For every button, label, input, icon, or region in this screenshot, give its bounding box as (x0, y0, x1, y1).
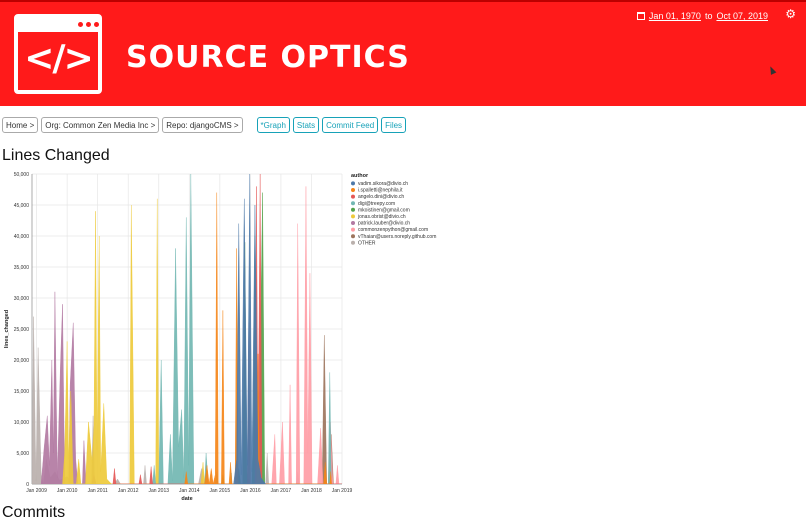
section-title-lines-changed: Lines Changed (2, 147, 110, 164)
legend-swatch (351, 227, 355, 232)
legend-entry: patrick.lauber@divio.ch (358, 221, 410, 227)
date-range: Jan 01, 1970 to Oct 07, 2019 (636, 11, 768, 21)
legend-swatch (351, 201, 355, 206)
logo-dot-icon (94, 22, 99, 27)
y-tick-label: 5,000 (16, 451, 29, 457)
series-group (32, 174, 342, 484)
legend-swatch (351, 181, 355, 186)
x-tick-label: Jan 2018 (301, 488, 322, 494)
logo-code-glyph: </> (24, 38, 93, 79)
app-header: </> Source Optics Jan 01, 1970 to Oct 07… (0, 0, 806, 106)
legend-entry: OTHER (358, 240, 376, 246)
y-tick-label: 0 (26, 482, 29, 488)
logo-dot-icon (86, 22, 91, 27)
y-tick-label: 35,000 (14, 265, 30, 271)
y-tick-label: 20,000 (14, 358, 30, 364)
tab-files[interactable]: Files (381, 117, 407, 133)
x-tick-label: Jan 2014 (179, 488, 200, 494)
legend-swatch (351, 240, 355, 245)
y-tick-label: 10,000 (14, 420, 30, 426)
legend-swatch (351, 214, 355, 219)
legend-swatch (351, 188, 355, 192)
calendar-icon[interactable] (636, 12, 645, 20)
breadcrumb-org-button[interactable]: Org: Common Zen Media Inc > (41, 117, 160, 133)
x-tick-label: Jan 2019 (332, 488, 353, 494)
x-tick-label: Jan 2011 (88, 488, 108, 494)
area-series (184, 192, 332, 484)
x-tick-label: Jan 2010 (57, 488, 78, 494)
date-to-label: to (704, 11, 713, 21)
legend-entry: jonas.obrist@divio.ch (357, 214, 406, 220)
x-tick-label: Jan 2013 (148, 488, 169, 494)
legend-entry: commonzenpython@gmail.com (358, 227, 428, 233)
breadcrumb-home-button[interactable]: Home > (2, 117, 39, 133)
area-series (271, 186, 340, 484)
logo-dot-icon (78, 22, 83, 27)
tab-graph[interactable]: *Graph (256, 117, 290, 133)
brand-title[interactable]: Source Optics (126, 40, 410, 75)
legend-title: author (351, 173, 369, 179)
y-tick-label: 45,000 (14, 203, 30, 209)
area-series (40, 291, 97, 484)
breadcrumb: Home > Org: Common Zen Media Inc > Repo:… (2, 117, 407, 133)
legend-swatch (351, 234, 355, 239)
legend-swatch (351, 207, 355, 212)
y-tick-label: 50,000 (14, 172, 30, 178)
legend-entry: angelo.dini@divio.ch (358, 194, 404, 200)
x-tick-label: Jan 2012 (118, 488, 139, 494)
legend-entry: i.spalletti@nephila.it (358, 188, 403, 194)
y-tick-label: 40,000 (14, 234, 30, 240)
area-series (321, 335, 334, 484)
legend-swatch (351, 194, 355, 199)
legend-entry: mkoistinen@gmail.com (358, 207, 410, 213)
legend-entry: vadim.sikora@divio.ch (358, 181, 408, 187)
legend-entry: vThaian@users.noreply.github.com (358, 234, 436, 240)
y-tick-label: 25,000 (14, 327, 30, 333)
x-tick-label: Jan 2009 (26, 488, 47, 494)
logo-code-icon[interactable]: </> (14, 14, 102, 94)
legend-swatch (351, 221, 355, 225)
date-to-link[interactable]: Oct 07, 2019 (716, 11, 768, 21)
lines-changed-chart[interactable]: 0 5,000 10,000 15,000 20,000 25,000 30,000 35,0… (0, 166, 460, 504)
x-tick-label: Jan 2016 (240, 488, 261, 494)
logo-titlebar (18, 18, 99, 32)
x-axis-title: date (181, 496, 192, 502)
legend-entry: digi@treepy.com (358, 201, 395, 207)
area-series (62, 198, 205, 484)
y-axis-title: lines_changed (4, 310, 10, 348)
nav-spacer (246, 117, 254, 133)
x-tick-label: Jan 2015 (210, 488, 231, 494)
gear-icon[interactable]: ⚙ (785, 7, 796, 21)
area-series (233, 174, 266, 484)
y-tick-label: 15,000 (14, 389, 30, 395)
tab-stats[interactable]: Stats (292, 117, 320, 133)
breadcrumb-repo-button[interactable]: Repo: djangoCMS > (162, 117, 243, 133)
section-title-commits: Commits (2, 504, 66, 521)
tab-commit-feed[interactable]: Commit Feed (322, 117, 379, 133)
x-tick-label: Jan 2017 (271, 488, 292, 494)
y-tick-label: 30,000 (14, 296, 30, 302)
date-from-link[interactable]: Jan 01, 1970 (648, 11, 701, 21)
